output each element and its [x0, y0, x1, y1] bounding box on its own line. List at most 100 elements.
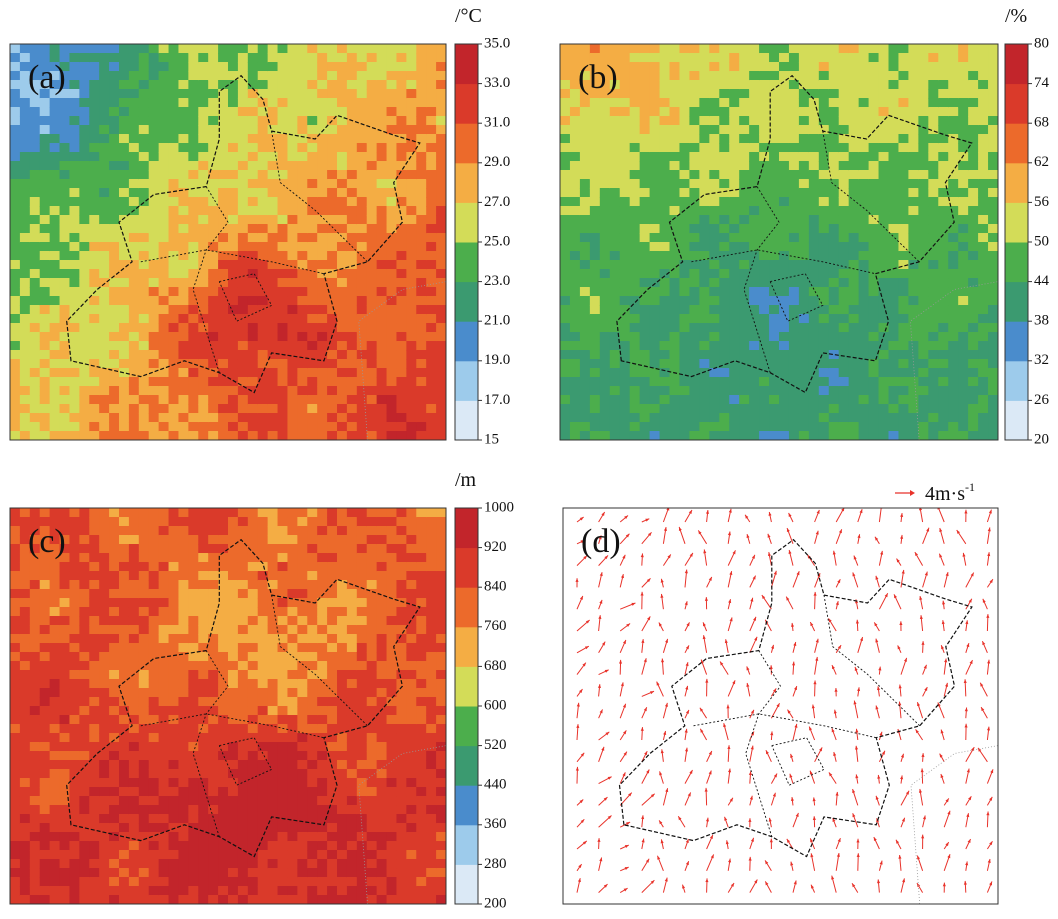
map-cell — [60, 278, 71, 288]
map-cell — [630, 242, 641, 252]
map-cell — [238, 179, 249, 189]
map-cell — [317, 224, 328, 234]
map-cell — [416, 62, 427, 72]
map-cell — [660, 170, 671, 180]
map-cell — [829, 413, 840, 423]
map-cell — [218, 508, 229, 518]
map-cell — [99, 796, 110, 806]
map-cell — [139, 895, 150, 905]
map-cell — [327, 413, 338, 423]
map-cell — [10, 152, 21, 162]
map-cell — [958, 53, 969, 63]
map-cell — [948, 242, 959, 252]
map-cell — [610, 269, 621, 279]
map-cell — [60, 895, 71, 905]
map-cell — [169, 134, 180, 144]
map-cell — [898, 314, 909, 324]
map-cell — [679, 233, 690, 243]
map-cell — [178, 697, 189, 707]
map-cell — [109, 769, 120, 779]
map-cell — [238, 296, 249, 306]
map-cell — [307, 161, 318, 171]
map-cell — [948, 323, 959, 333]
map-cell — [719, 152, 730, 162]
map-cell — [699, 53, 710, 63]
map-cell — [660, 242, 671, 252]
map-cell — [169, 859, 180, 869]
map-cell — [387, 152, 398, 162]
map-cell — [759, 269, 770, 279]
map-cell — [689, 296, 700, 306]
map-cell — [109, 661, 120, 671]
map-cell — [228, 89, 239, 99]
map-cell — [347, 215, 358, 225]
map-cell — [938, 314, 949, 324]
map-cell — [889, 161, 900, 171]
map-cell — [660, 116, 671, 126]
map-cell — [829, 251, 840, 261]
map-cell — [719, 269, 730, 279]
map-cell — [139, 152, 150, 162]
map-cell — [307, 89, 318, 99]
map-cell — [779, 188, 790, 198]
map-cell — [377, 278, 388, 288]
map-cell — [69, 215, 80, 225]
map-cell — [406, 404, 417, 414]
map-cell — [69, 679, 80, 689]
map-cell — [287, 53, 298, 63]
map-cell — [30, 431, 41, 441]
map-cell — [307, 323, 318, 333]
map-cell — [208, 359, 219, 369]
map-cell — [287, 359, 298, 369]
map-cell — [258, 314, 269, 324]
map-cell — [689, 53, 700, 63]
map-cell — [248, 323, 259, 333]
map-cell — [590, 260, 601, 270]
map-cell — [198, 80, 209, 90]
map-cell — [849, 233, 860, 243]
map-cell — [238, 161, 249, 171]
map-cell — [699, 107, 710, 117]
map-cell — [829, 341, 840, 351]
map-cell — [139, 805, 150, 815]
map-cell — [829, 206, 840, 216]
map-cell — [287, 80, 298, 90]
map-cell — [709, 305, 720, 315]
map-cell — [958, 332, 969, 342]
map-cell — [426, 62, 437, 72]
map-cell — [119, 814, 130, 824]
map-cell — [79, 368, 90, 378]
map-cell — [317, 107, 328, 117]
map-cell — [278, 233, 289, 243]
map-cell — [208, 517, 219, 527]
map-cell — [590, 404, 601, 414]
map-cell — [317, 71, 328, 81]
map-cell — [819, 305, 830, 315]
map-cell — [297, 395, 308, 405]
map-cell — [40, 886, 51, 896]
map-cell — [849, 404, 860, 414]
map-cell — [938, 395, 949, 405]
map-cell — [218, 841, 229, 851]
map-cell — [560, 296, 571, 306]
map-cell — [347, 107, 358, 117]
map-cell — [20, 197, 31, 207]
map-cell — [139, 377, 150, 387]
map-cell — [357, 44, 368, 54]
map-cell — [30, 778, 41, 788]
map-cell — [650, 53, 661, 63]
map-cell — [670, 296, 681, 306]
map-cell — [898, 206, 909, 216]
map-cell — [149, 589, 160, 599]
map-cell — [30, 715, 41, 725]
map-cell — [387, 377, 398, 387]
map-cell — [889, 431, 900, 441]
map-cell — [109, 89, 120, 99]
map-cell — [79, 562, 90, 572]
map-cell — [749, 413, 760, 423]
map-cell — [89, 386, 100, 396]
map-cell — [327, 224, 338, 234]
map-cell — [149, 161, 160, 171]
map-cell — [327, 71, 338, 81]
map-cell — [958, 197, 969, 207]
